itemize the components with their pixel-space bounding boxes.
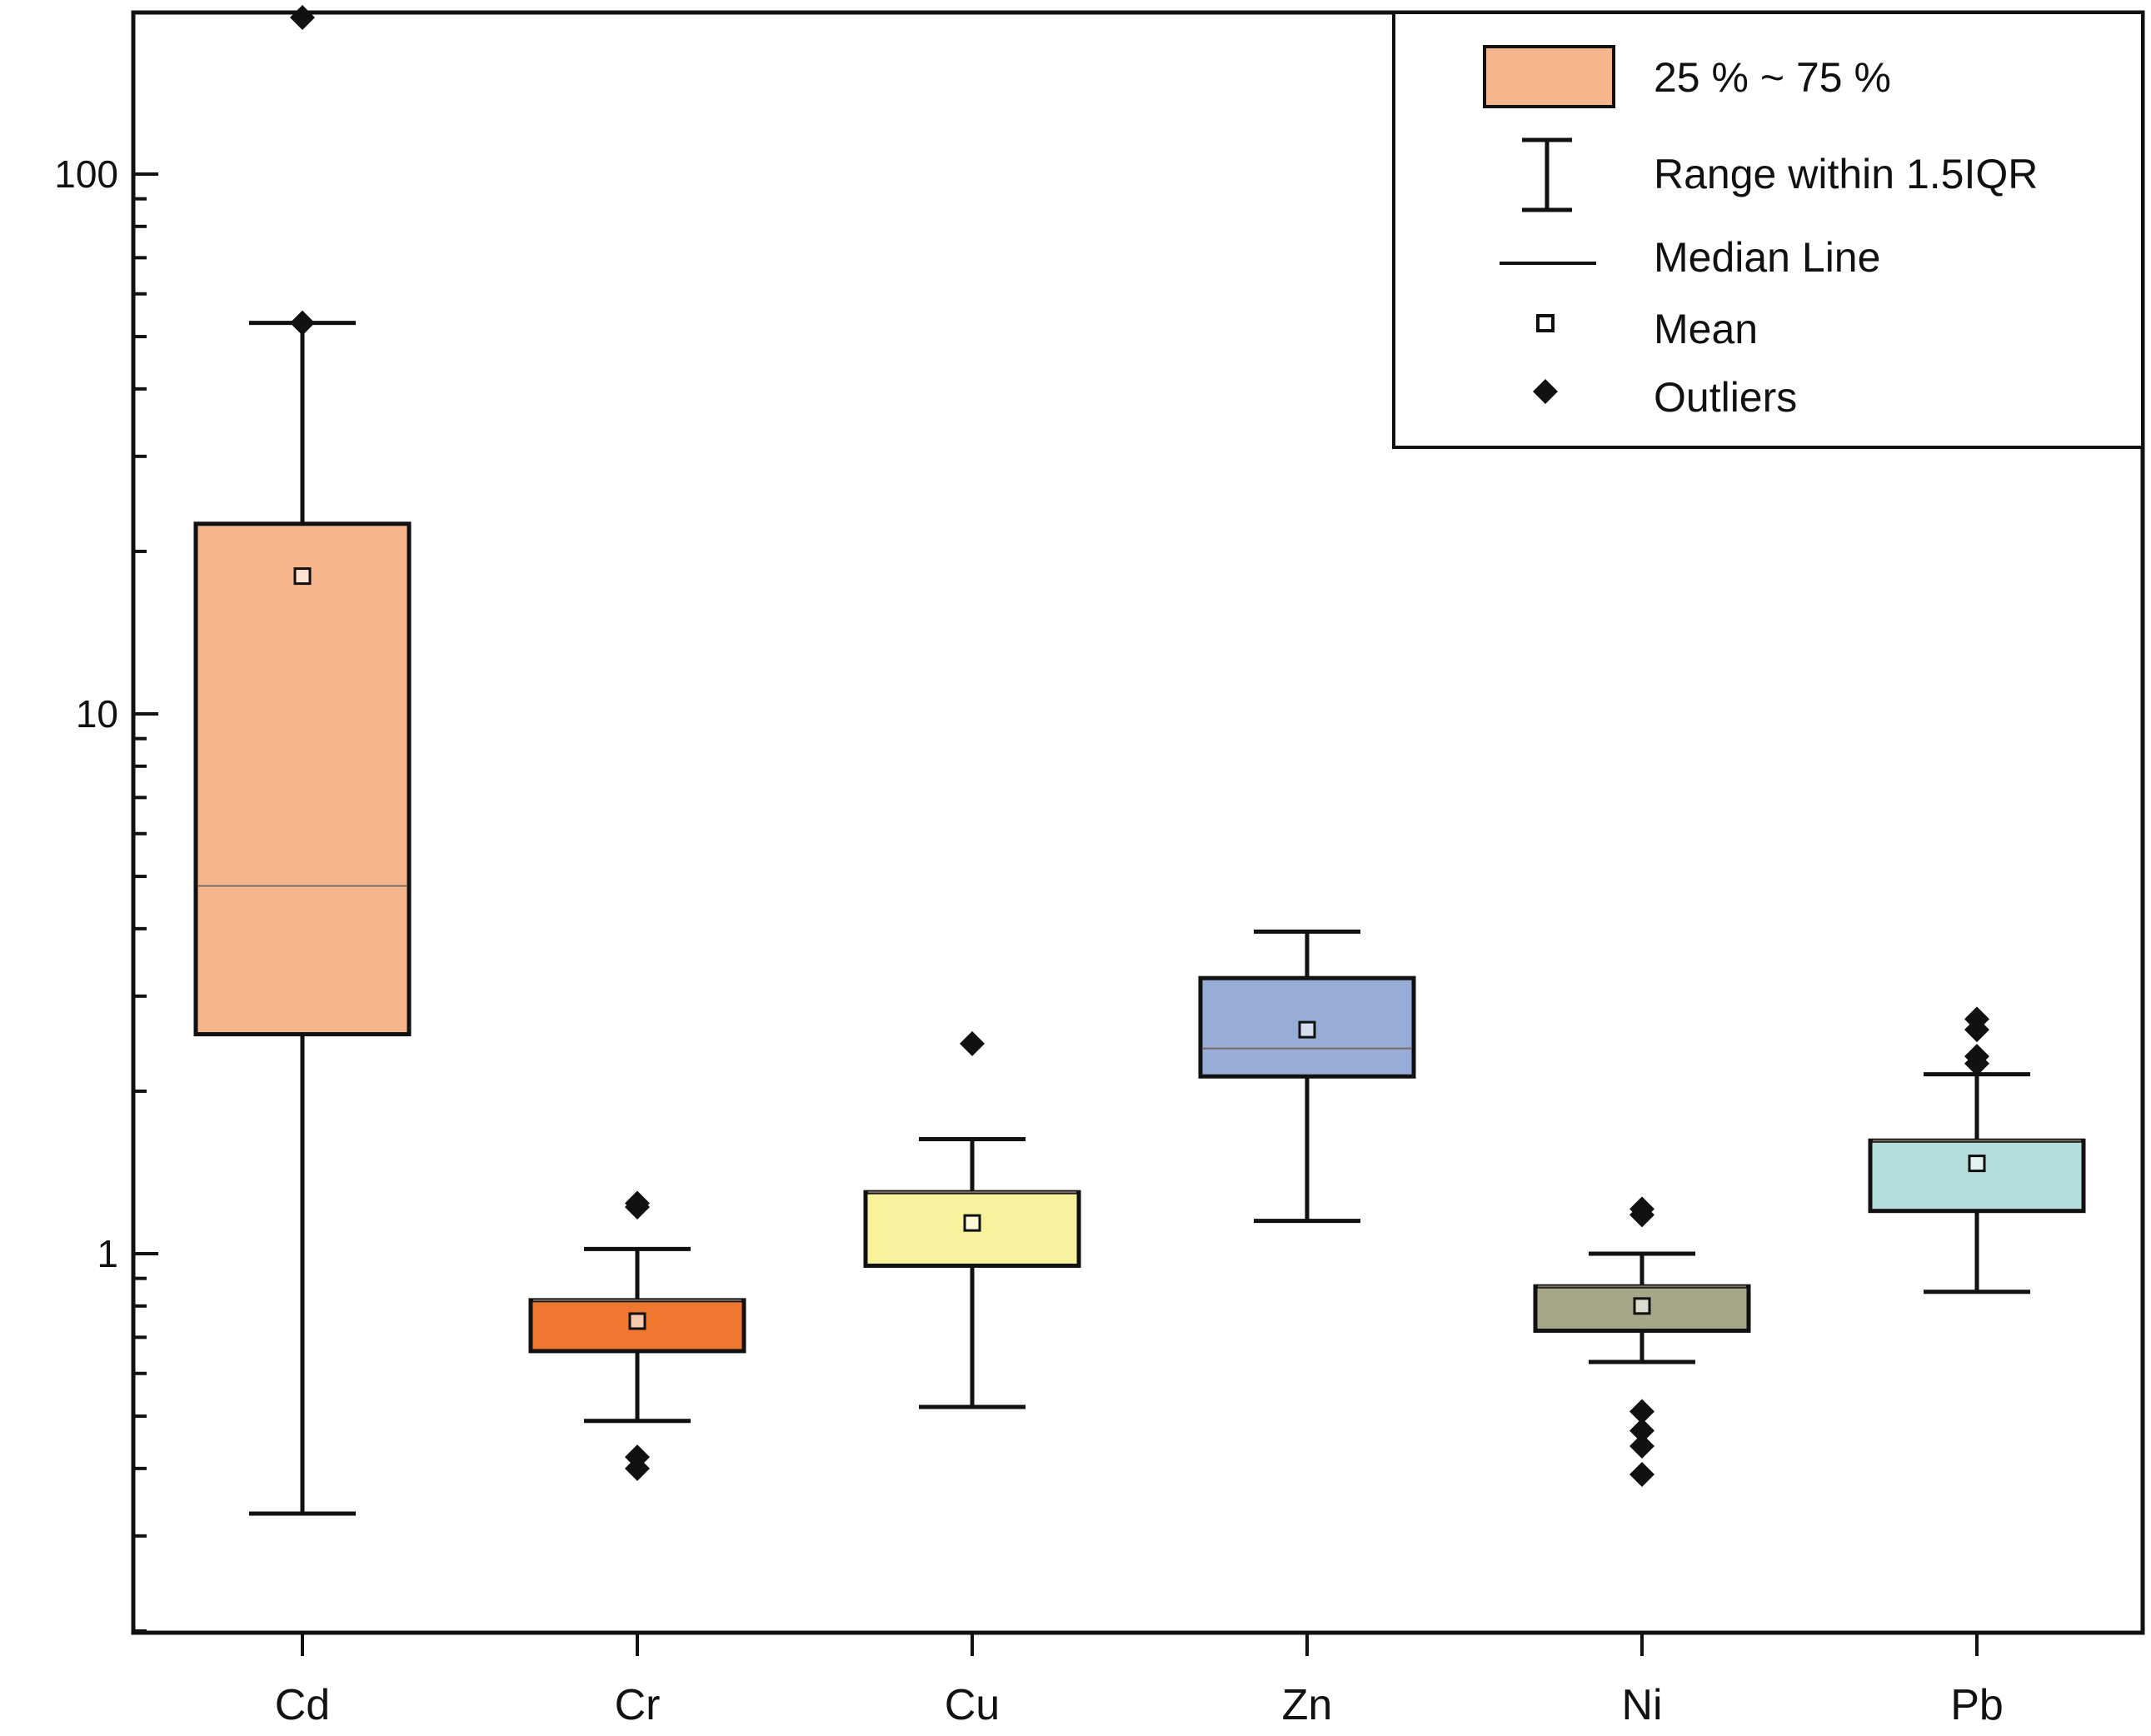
legend: 25 % ~ 75 % Range within 1.5IQR Median L… [1392,11,2144,449]
x-tick-label: Cu [945,1681,1000,1729]
x-tick-label: Cd [275,1681,330,1729]
mean-marker [628,1312,646,1330]
box-series [193,5,2086,1516]
box-cd [193,5,412,1516]
box-pb [1868,1006,2086,1295]
outlier-point [1964,1050,1989,1076]
outlier-point [1629,1202,1654,1228]
x-tick-label: Ni [1621,1681,1662,1729]
iqr-box [1868,1138,2086,1214]
outlier-point [625,1195,650,1220]
box-cu [863,1030,1081,1409]
plot-frame [131,10,2145,1635]
mean-marker [293,567,312,586]
outlier-point [1629,1461,1654,1487]
box-cr [528,1190,746,1481]
outlier-point [1964,1017,1989,1043]
x-tick-label: Pb [1950,1681,2004,1729]
mean-marker [963,1214,981,1232]
outlier-point [1629,1418,1654,1444]
iqr-box [863,1190,1081,1268]
iqr-box [193,521,412,1037]
mean-marker [1968,1155,1986,1173]
legend-whisker-label: Range within 1.5IQR [1654,151,2038,197]
outlier-point [625,1455,650,1481]
legend-box-swatch [1483,45,1615,108]
y-tick-label: 10 [76,692,118,736]
y-axis: 1 10 100 [54,152,158,1633]
x-tick-label: Cr [615,1681,661,1729]
outlier-point [290,310,315,336]
outlier-point [960,1030,985,1056]
outlier-point [1629,1399,1654,1424]
legend-outlier-symbol [1533,379,1558,404]
mean-marker [1298,1020,1316,1039]
mean-marker [1633,1297,1651,1315]
box-ni [1533,1196,1751,1487]
outlier-point [290,5,315,31]
box-zn [1198,929,1416,1224]
y-tick-label: 100 [54,152,118,196]
legend-mean-label: Mean [1654,306,1758,352]
legend-box-label: 25 % ~ 75 % [1654,54,1891,101]
legend-mean-symbol [1536,314,1555,332]
legend-outlier-label: Outliers [1654,374,1797,421]
outlier-point [1629,1434,1654,1459]
x-axis: Cd Cr Cu Zn Ni Pb [275,1633,2004,1729]
y-tick-label: 1 [97,1232,118,1275]
legend-whisker-symbol [1522,137,1572,212]
x-tick-label: Zn [1282,1681,1333,1729]
legend-median-label: Median Line [1654,234,1880,281]
